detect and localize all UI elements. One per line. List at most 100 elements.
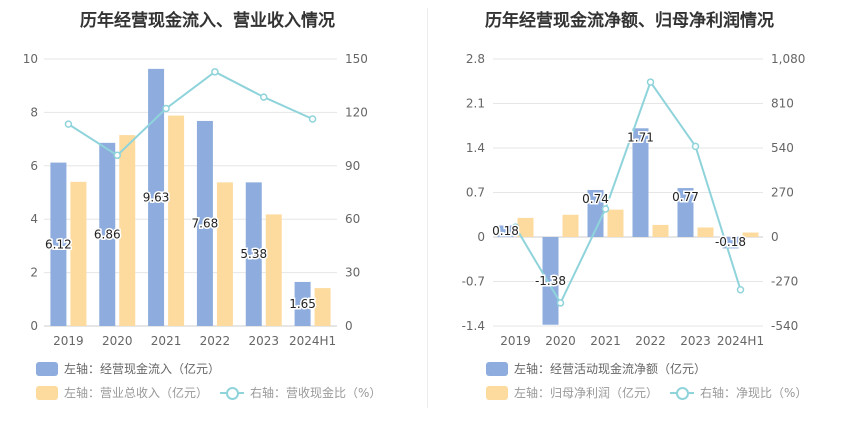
y-right-tick-label: -270 xyxy=(771,275,798,289)
ratio-point xyxy=(736,285,745,294)
bar-primary xyxy=(497,225,514,237)
ratio-point xyxy=(511,223,520,231)
x-tick-label: 2023 xyxy=(680,334,711,348)
legend-label: 右轴：净现比（%） xyxy=(700,386,808,400)
bar-secondary xyxy=(607,209,624,237)
bar-data-label: 0.74 xyxy=(582,192,609,206)
bar-secondary xyxy=(697,227,714,237)
ratio-point xyxy=(260,93,268,101)
y-right-tick-label: 60 xyxy=(345,212,360,226)
x-tick-label: 2021 xyxy=(151,334,182,348)
chart-2-title: 历年经营现金流净额、归母净利润情况 xyxy=(485,11,774,31)
chart-1-legend-item-2[interactable]: 左轴：营业总收入（亿元） xyxy=(36,384,208,401)
legend-swatch xyxy=(36,385,58,400)
chart-2-legend-item-1[interactable]: 左轴：经营活动现金流净额（亿元） xyxy=(486,360,706,377)
x-tick-label: 2024H1 xyxy=(289,334,336,348)
chart-2-legend-item-2[interactable]: 左轴：归母净利润（亿元） xyxy=(486,384,658,401)
y-left-tick-label: 4 xyxy=(30,212,38,226)
ratio-point xyxy=(64,120,73,128)
bar-primary xyxy=(99,142,116,326)
legend-line-swatch xyxy=(220,386,244,400)
ratio-line xyxy=(67,70,313,157)
legend-label: 左轴：经营现金流入（亿元） xyxy=(64,362,221,376)
x-tick-label: 2020 xyxy=(545,334,576,348)
legend-label: 左轴：经营活动现金流净额（亿元） xyxy=(514,362,707,376)
ratio-point xyxy=(601,205,610,213)
y-left-tick-label: 10 xyxy=(23,52,38,66)
legend-label: 左轴：归母净利润（亿元） xyxy=(514,386,659,400)
y-left-tick-label: 0 xyxy=(30,319,38,333)
y-right-tick-label: 540 xyxy=(771,141,794,155)
legend-swatch xyxy=(36,361,58,376)
y-left-tick-label: -1.4 xyxy=(462,319,485,333)
chart-1-title: 历年经营现金流入、营业收入情况 xyxy=(80,11,335,31)
ratio-point xyxy=(646,78,655,86)
bar-primary xyxy=(148,68,165,326)
bar-secondary xyxy=(265,214,282,326)
legend-line-swatch xyxy=(670,386,694,400)
bar-primary xyxy=(245,182,262,326)
y-right-tick-label: 150 xyxy=(345,52,368,66)
bar-secondary xyxy=(562,214,579,237)
bar-secondary xyxy=(168,115,185,326)
ratio-point xyxy=(211,68,219,76)
chart-2-legend-item-3[interactable]: 右轴：净现比（%） xyxy=(670,384,807,401)
bar-secondary xyxy=(70,181,87,326)
bar-primary xyxy=(587,189,604,237)
x-tick-label: 2022 xyxy=(635,334,666,348)
y-left-tick-label: 2.1 xyxy=(466,97,485,111)
ratio-point xyxy=(556,299,565,307)
y-right-tick-label: 90 xyxy=(345,159,360,173)
bar-secondary xyxy=(652,224,669,237)
ratio-point xyxy=(113,151,121,160)
bar-data-label: 1.71 xyxy=(627,130,654,144)
legend-swatch xyxy=(486,385,508,400)
legend-swatch xyxy=(486,361,508,376)
y-left-tick-label: -0.7 xyxy=(462,275,485,289)
y-left-tick-label: 8 xyxy=(30,105,38,119)
bar-primary xyxy=(294,281,311,326)
y-right-tick-label: 30 xyxy=(345,266,360,280)
y-right-tick-label: 0 xyxy=(345,319,353,333)
bar-data-label: 0.77 xyxy=(672,190,699,204)
x-tick-label: 2020 xyxy=(102,334,133,348)
y-left-tick-label: 2.8 xyxy=(466,52,485,66)
ratio-point xyxy=(162,104,170,113)
y-right-tick-label: 810 xyxy=(771,97,794,111)
y-right-tick-label: 120 xyxy=(345,105,368,119)
bar-primary xyxy=(677,188,694,237)
panel-divider xyxy=(427,8,428,408)
bar-primary xyxy=(196,120,213,326)
bar-secondary xyxy=(517,217,534,237)
x-tick-label: 2019 xyxy=(500,334,531,348)
x-tick-label: 2019 xyxy=(53,334,84,348)
x-tick-label: 2021 xyxy=(590,334,621,348)
x-tick-label: 2022 xyxy=(200,334,231,348)
bar-data-label: 5.38 xyxy=(240,247,267,261)
bar-data-label: 7.68 xyxy=(192,216,219,230)
y-left-tick-label: 1.4 xyxy=(466,141,485,155)
bar-data-label: 0.18 xyxy=(492,224,519,238)
y-right-tick-label: 1,080 xyxy=(771,52,805,66)
bar-secondary xyxy=(314,288,331,326)
bar-data-label: -1.38 xyxy=(535,274,566,288)
y-right-tick-label: 0 xyxy=(771,230,779,244)
ratio-line xyxy=(514,79,742,306)
bar-secondary xyxy=(216,182,233,326)
bar-data-label: 9.63 xyxy=(143,190,170,204)
x-tick-label: 2024H1 xyxy=(717,334,764,348)
ratio-point xyxy=(308,115,317,123)
bar-primary xyxy=(50,162,67,326)
bar-primary xyxy=(632,128,649,237)
chart-1-legend-item-3[interactable]: 右轴：营收现金比（%） xyxy=(220,384,381,401)
bar-data-label: 1.65 xyxy=(289,297,316,311)
bar-secondary xyxy=(119,135,136,326)
ratio-point xyxy=(691,142,700,151)
bar-primary xyxy=(722,237,739,249)
chart-1-legend-item-1[interactable]: 左轴：经营现金流入（亿元） xyxy=(36,360,220,377)
bar-primary xyxy=(542,237,559,325)
y-right-tick-label: -540 xyxy=(771,319,798,333)
bar-data-label: 6.12 xyxy=(45,237,72,251)
legend-label: 右轴：营收现金比（%） xyxy=(250,386,382,400)
